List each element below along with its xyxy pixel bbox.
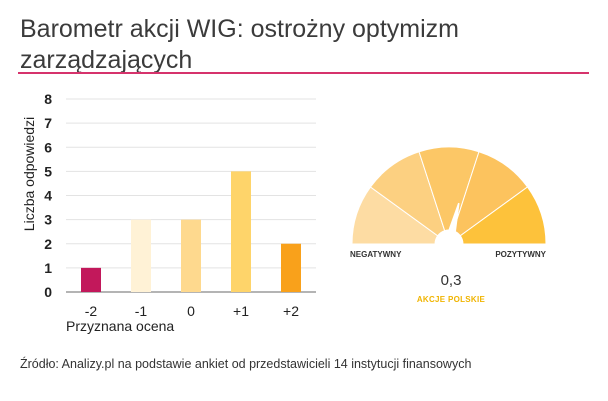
y-tick-label: 0 [44, 284, 52, 300]
y-tick-label: 2 [44, 236, 52, 252]
gauge-caption: AKCJE POLSKIE [416, 295, 486, 304]
x-tick-label: +2 [283, 303, 299, 319]
bar [81, 267, 101, 292]
gauge-segment [459, 186, 547, 245]
bar [281, 243, 301, 292]
y-tick-label: 6 [44, 139, 52, 155]
title-underline [18, 72, 589, 74]
bar [231, 171, 251, 292]
bar [181, 219, 201, 292]
gauge-hub [436, 231, 462, 257]
y-tick-label: 4 [44, 188, 52, 204]
source-note: Źródło: Analizy.pl na podstawie ankiet o… [20, 357, 472, 371]
y-tick-label: 8 [44, 91, 52, 107]
gauge-right-label: POZYTYWNY [495, 250, 546, 259]
y-tick-label: 7 [44, 115, 52, 131]
bar [131, 219, 151, 292]
x-tick-label: -1 [135, 303, 148, 319]
chart-title: Barometr akcji WIG: ostrożny optymizm za… [20, 15, 459, 74]
x-axis-label: Przyznana ocena [66, 318, 175, 334]
y-tick-label: 5 [44, 163, 52, 179]
y-tick-label: 1 [44, 260, 52, 276]
x-tick-label: +1 [233, 303, 249, 319]
y-axis-label: Liczba odpowiedzi [21, 116, 37, 232]
gauge-value: 0,3 [440, 272, 462, 289]
x-tick-label: 0 [187, 303, 195, 319]
x-tick-label: -2 [85, 303, 98, 319]
gauge-left-label: NEGATYWNY [350, 250, 402, 259]
y-tick-label: 3 [44, 212, 52, 228]
